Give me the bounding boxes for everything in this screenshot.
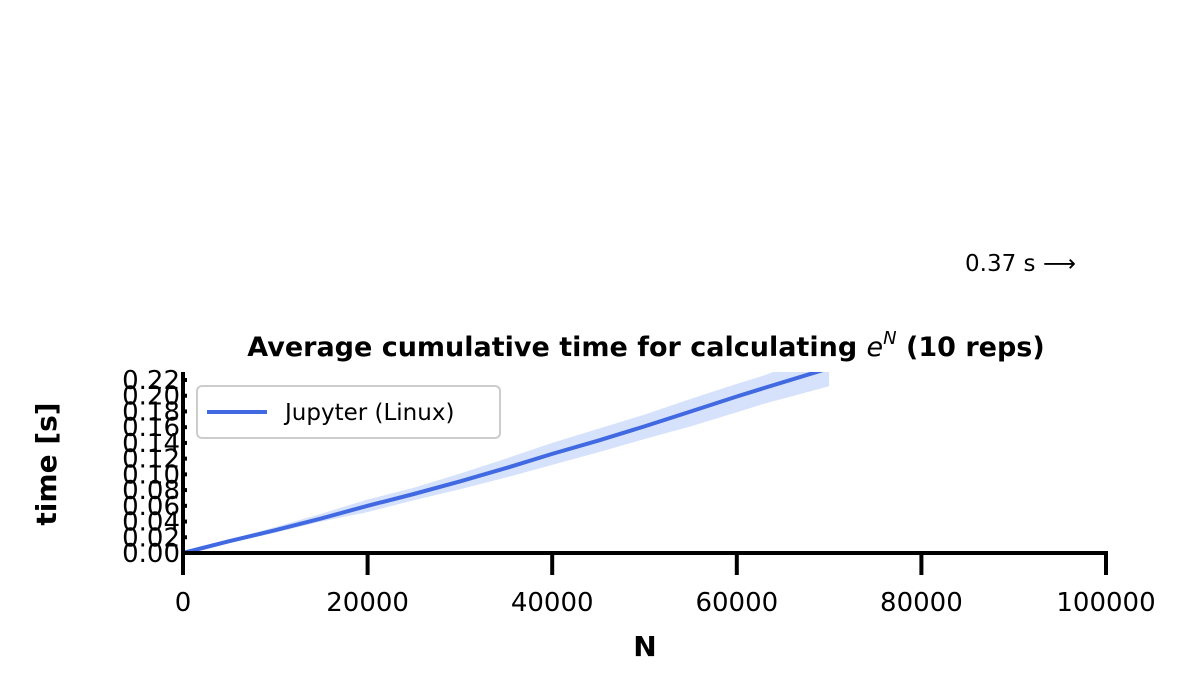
y-tick-label: 0.10 — [122, 460, 180, 490]
annotation-text: 0.37 s ⟶ — [965, 251, 1076, 277]
legend-label: Jupyter (Linux) — [283, 400, 454, 426]
confidence-band — [183, 372, 830, 553]
legend: Jupyter (Linux) — [196, 385, 501, 439]
x-tick-label: 100000 — [1056, 588, 1155, 618]
y-tick-label: 0.20 — [122, 382, 180, 412]
plot-area — [183, 372, 830, 555]
y-tick-label: 0.04 — [122, 508, 180, 538]
series-line — [183, 372, 824, 555]
y-tick-label: 0.12 — [122, 445, 180, 475]
y-axis-title: time [s] — [30, 402, 63, 525]
x-tick-label: 60000 — [695, 588, 778, 618]
y-tick-label: 0.18 — [122, 397, 180, 427]
y-tick-label: 0.00 — [122, 539, 180, 569]
chart-title: Average cumulative time for calculating … — [247, 328, 1044, 363]
y-tick-label: 0.14 — [122, 429, 180, 459]
y-tick-label: 0.16 — [122, 413, 180, 443]
x-axis-title: N — [633, 630, 656, 663]
y-tick-label: 0.22 — [122, 366, 180, 396]
legend-box — [196, 385, 501, 439]
y-tick-label: 0.06 — [122, 492, 180, 522]
x-tick-label: 20000 — [326, 588, 409, 618]
x-tick-label: 0 — [175, 588, 192, 618]
y-axis-ticks: 0.000.020.040.060.080.100.120.140.160.18… — [122, 366, 187, 569]
x-axis-ticks: 0 20000 40000 60000 80000 100000 — [175, 553, 1156, 618]
y-tick-label: 0.02 — [122, 523, 180, 553]
y-tick-label: 0.08 — [122, 476, 180, 506]
x-tick-label: 80000 — [880, 588, 963, 618]
x-tick-label: 40000 — [511, 588, 594, 618]
